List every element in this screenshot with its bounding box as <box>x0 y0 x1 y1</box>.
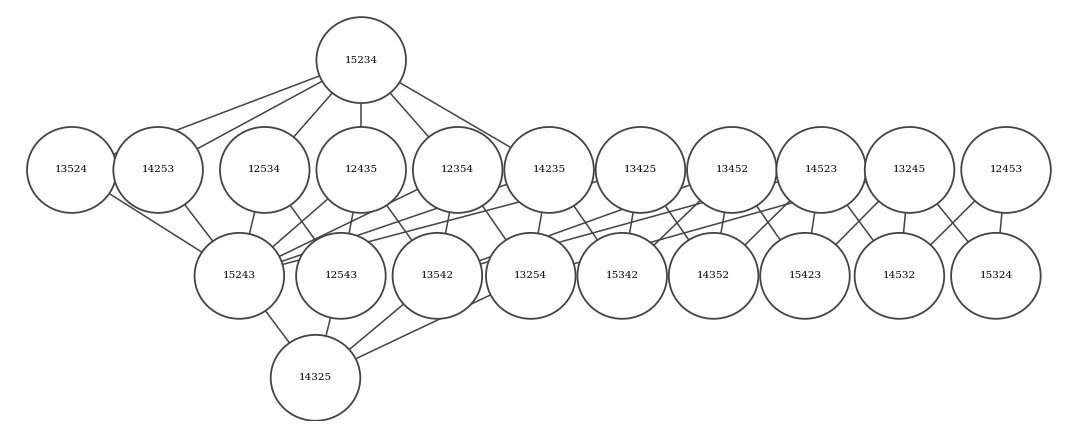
Ellipse shape <box>777 127 866 213</box>
Ellipse shape <box>505 127 594 213</box>
Ellipse shape <box>669 233 758 319</box>
Text: 14352: 14352 <box>697 271 730 280</box>
Ellipse shape <box>865 127 954 213</box>
Text: 14523: 14523 <box>805 165 838 174</box>
Text: 14253: 14253 <box>141 165 175 174</box>
Ellipse shape <box>113 127 202 213</box>
Text: 12435: 12435 <box>345 165 378 174</box>
Text: 15234: 15234 <box>345 56 378 65</box>
Text: 14532: 14532 <box>882 271 916 280</box>
Ellipse shape <box>761 233 850 319</box>
Ellipse shape <box>220 127 309 213</box>
Text: 13245: 13245 <box>893 165 926 174</box>
Ellipse shape <box>317 127 406 213</box>
Ellipse shape <box>413 127 503 213</box>
Text: 13524: 13524 <box>55 165 88 174</box>
Text: 15324: 15324 <box>979 271 1013 280</box>
Text: 12354: 12354 <box>441 165 474 174</box>
Text: 12543: 12543 <box>324 271 358 280</box>
Ellipse shape <box>27 127 116 213</box>
Text: 15423: 15423 <box>789 271 821 280</box>
Ellipse shape <box>271 335 360 421</box>
Ellipse shape <box>688 127 777 213</box>
Text: 13254: 13254 <box>515 271 547 280</box>
Text: 12453: 12453 <box>989 165 1023 174</box>
Ellipse shape <box>596 127 685 213</box>
Text: 14325: 14325 <box>299 373 332 382</box>
Ellipse shape <box>951 233 1040 319</box>
Text: 13452: 13452 <box>715 165 749 174</box>
Ellipse shape <box>296 233 385 319</box>
Text: 13542: 13542 <box>421 271 454 280</box>
Ellipse shape <box>855 233 944 319</box>
Text: 15243: 15243 <box>223 271 256 280</box>
Text: 14235: 14235 <box>532 165 566 174</box>
Ellipse shape <box>486 233 576 319</box>
Ellipse shape <box>393 233 482 319</box>
Ellipse shape <box>578 233 667 319</box>
Text: 15342: 15342 <box>606 271 639 280</box>
Ellipse shape <box>317 17 406 103</box>
Ellipse shape <box>962 127 1051 213</box>
Text: 13425: 13425 <box>623 165 657 174</box>
Text: 12534: 12534 <box>248 165 282 174</box>
Ellipse shape <box>195 233 284 319</box>
